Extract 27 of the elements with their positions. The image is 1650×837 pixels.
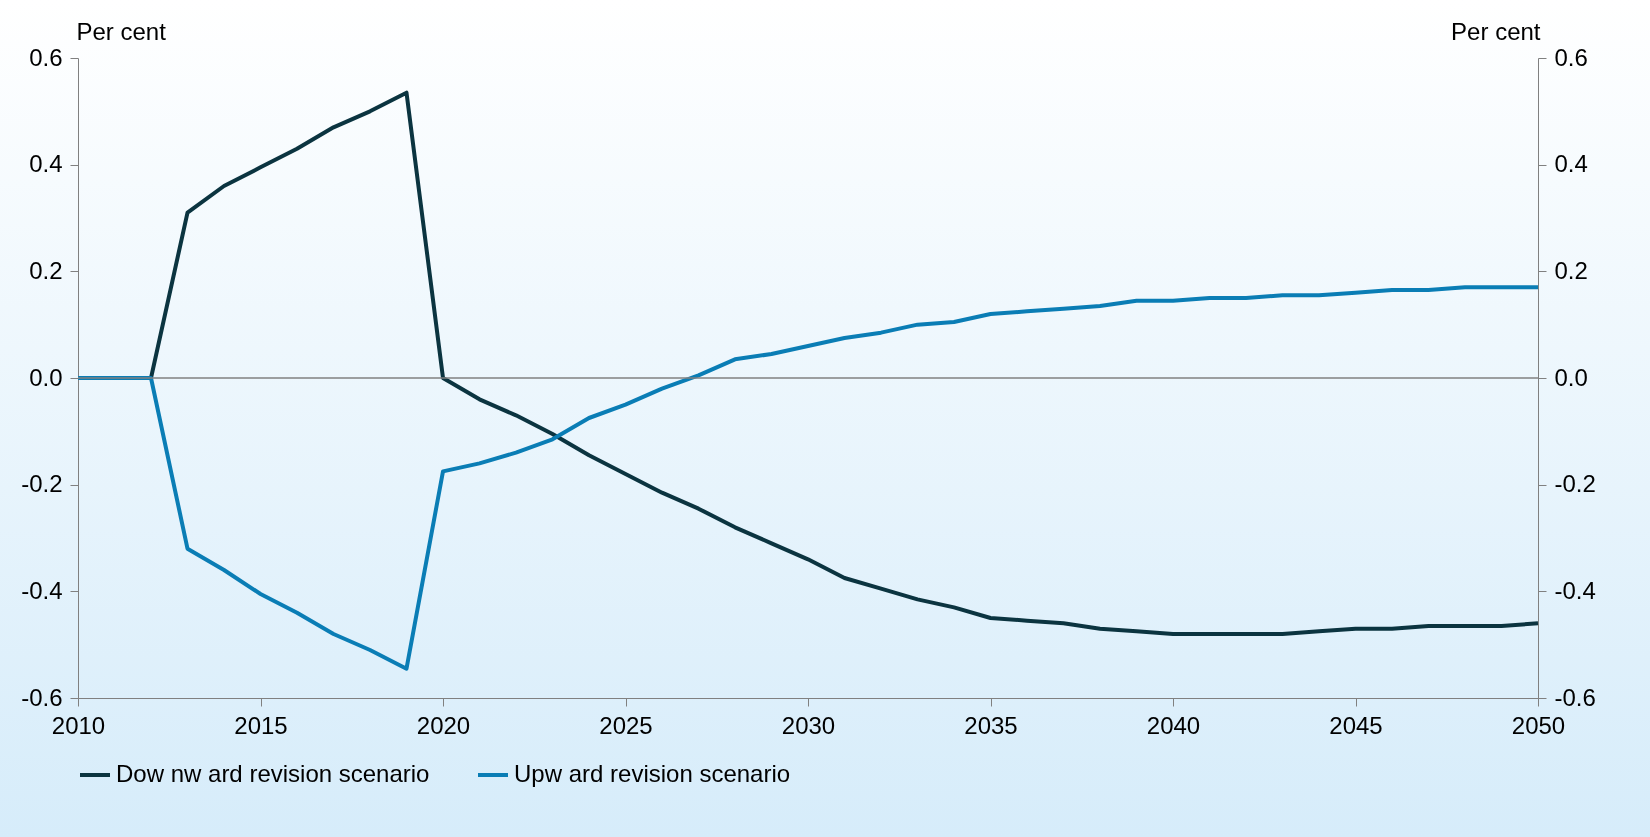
y2-tick-label: -0.6: [1554, 683, 1596, 711]
y2-tick-label: 0.2: [1554, 256, 1588, 284]
legend-label: Dow nw ard revision scenario: [116, 760, 430, 787]
x-tick-label: 2010: [51, 711, 106, 739]
y2-tick-label: -0.4: [1554, 576, 1596, 604]
y-tick-label: 0.0: [29, 363, 63, 391]
y-axis-title: Per cent: [76, 17, 167, 45]
y2-tick-label: 0.4: [1554, 150, 1588, 178]
x-tick-label: 2015: [234, 711, 288, 739]
x-tick-label: 2020: [416, 711, 471, 739]
x-tick-label: 2035: [964, 711, 1018, 739]
y2-axis-title: Per cent: [1451, 17, 1541, 45]
y-tick-label: 0.2: [29, 256, 63, 284]
y2-tick-label: 0.0: [1554, 363, 1588, 391]
legend-label: Upw ard revision scenario: [514, 760, 791, 787]
x-tick-label: 2040: [1146, 711, 1201, 739]
y2-tick-label: 0.6: [1554, 43, 1588, 71]
y-tick-label: 0.6: [29, 43, 63, 71]
x-tick-label: 2045: [1329, 711, 1383, 739]
y2-tick-label: -0.2: [1554, 470, 1596, 498]
y-tick-label: 0.4: [29, 150, 63, 178]
x-tick-label: 2025: [599, 711, 653, 739]
y-tick-label: -0.6: [21, 683, 63, 711]
x-tick-label: 2030: [781, 711, 836, 739]
y-tick-label: -0.2: [21, 470, 63, 498]
y-tick-label: -0.4: [21, 576, 63, 604]
x-tick-label: 2050: [1511, 711, 1566, 739]
